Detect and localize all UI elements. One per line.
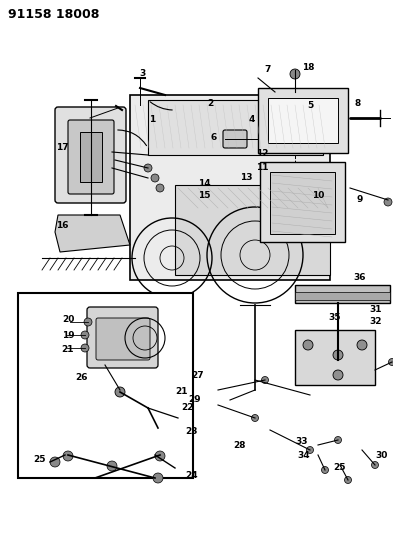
Circle shape (290, 69, 300, 79)
Circle shape (50, 457, 60, 467)
FancyBboxPatch shape (295, 292, 390, 300)
Text: 34: 34 (298, 450, 310, 459)
Circle shape (334, 437, 342, 443)
Text: 30: 30 (376, 450, 388, 459)
Circle shape (384, 198, 392, 206)
Circle shape (303, 340, 313, 350)
FancyBboxPatch shape (18, 293, 193, 478)
Text: 27: 27 (192, 370, 204, 379)
FancyBboxPatch shape (68, 120, 114, 194)
FancyBboxPatch shape (295, 330, 375, 385)
Text: 19: 19 (62, 330, 74, 340)
FancyBboxPatch shape (268, 98, 338, 143)
Text: 10: 10 (312, 190, 324, 199)
Text: 16: 16 (56, 221, 68, 230)
Circle shape (371, 462, 378, 469)
Text: 32: 32 (370, 318, 382, 327)
Circle shape (115, 387, 125, 397)
Text: 9: 9 (357, 196, 363, 205)
Text: 5: 5 (307, 101, 313, 109)
Text: 18: 18 (302, 63, 314, 72)
Text: 25: 25 (334, 464, 346, 472)
Text: 8: 8 (355, 100, 361, 109)
FancyBboxPatch shape (148, 100, 323, 155)
Text: 15: 15 (198, 190, 210, 199)
Text: 91158 18008: 91158 18008 (8, 8, 99, 21)
Circle shape (81, 331, 89, 339)
Text: 17: 17 (56, 143, 68, 152)
FancyBboxPatch shape (270, 172, 335, 234)
Text: 33: 33 (296, 438, 308, 447)
Text: 14: 14 (198, 179, 210, 188)
Text: 31: 31 (370, 305, 382, 314)
FancyBboxPatch shape (80, 132, 102, 182)
FancyBboxPatch shape (295, 285, 390, 303)
Circle shape (63, 451, 73, 461)
Text: 22: 22 (182, 403, 194, 413)
Circle shape (252, 415, 259, 422)
Circle shape (156, 184, 164, 192)
Text: 1: 1 (149, 116, 155, 125)
Text: 13: 13 (240, 174, 252, 182)
Circle shape (84, 318, 92, 326)
Circle shape (345, 477, 351, 483)
Circle shape (151, 174, 159, 182)
Circle shape (144, 164, 152, 172)
Text: 21: 21 (176, 387, 188, 397)
Circle shape (107, 461, 117, 471)
Circle shape (357, 340, 367, 350)
Text: 3: 3 (139, 69, 145, 78)
Circle shape (333, 370, 343, 380)
FancyBboxPatch shape (55, 107, 126, 203)
Text: 20: 20 (62, 316, 74, 325)
Circle shape (333, 350, 343, 360)
Text: 29: 29 (189, 395, 201, 405)
Text: 7: 7 (265, 66, 271, 75)
FancyBboxPatch shape (130, 95, 330, 280)
Text: 25: 25 (34, 456, 46, 464)
Text: 36: 36 (354, 273, 366, 282)
Text: 24: 24 (185, 471, 198, 480)
Text: 2: 2 (207, 99, 213, 108)
FancyBboxPatch shape (223, 130, 247, 148)
Text: 23: 23 (186, 427, 198, 437)
Text: 21: 21 (62, 345, 74, 354)
Text: 6: 6 (211, 133, 217, 142)
Text: 26: 26 (76, 374, 88, 383)
Text: 28: 28 (234, 440, 246, 449)
Text: 11: 11 (256, 164, 268, 173)
Circle shape (153, 473, 163, 483)
FancyBboxPatch shape (175, 185, 330, 275)
FancyBboxPatch shape (87, 307, 158, 368)
FancyBboxPatch shape (260, 162, 345, 242)
Circle shape (321, 466, 329, 473)
FancyBboxPatch shape (258, 88, 348, 153)
FancyBboxPatch shape (96, 318, 150, 360)
Text: 4: 4 (249, 116, 255, 125)
Circle shape (389, 359, 393, 366)
Circle shape (155, 451, 165, 461)
Text: 35: 35 (329, 313, 341, 322)
Circle shape (261, 376, 268, 384)
Text: 12: 12 (256, 149, 268, 157)
Circle shape (307, 447, 314, 454)
Circle shape (81, 344, 89, 352)
Polygon shape (55, 215, 130, 252)
